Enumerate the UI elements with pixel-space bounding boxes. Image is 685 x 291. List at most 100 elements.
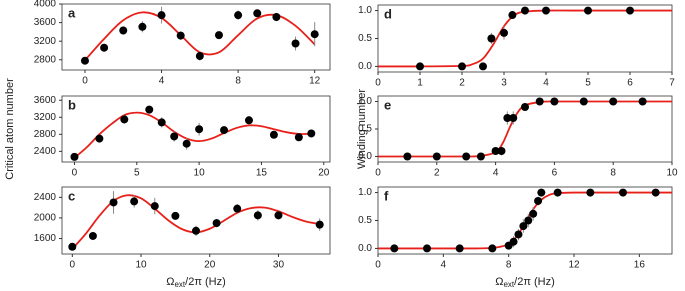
data-point [403,152,412,161]
data-point [157,11,166,20]
y-tick-label: 1.0 [358,187,372,198]
data-point [521,6,529,15]
panel-letter: c [68,188,75,203]
data-point [432,152,441,161]
y-tick-label: 3200 [34,36,57,47]
data-point [497,147,506,155]
data-point [100,43,109,52]
y-axis-label: Winding number [356,89,368,169]
x-label-sub: ext [174,280,185,289]
data-point [534,196,543,205]
data-point [488,244,497,253]
x-tick-label: 10 [194,168,206,179]
data-point [307,129,316,138]
x-label-part: Ω [166,276,174,288]
fit-curve [377,9,672,68]
data-point [157,118,166,127]
data-point [638,97,647,106]
y-tick-label: 2800 [34,54,57,65]
x-axis-label: Ωext/2π (Hz) [166,276,226,289]
data-point [291,39,300,48]
data-point [503,114,512,122]
y-tick-label: 2400 [34,146,57,157]
data-point [138,22,147,31]
data-point [315,220,324,229]
plot-frame [61,95,331,163]
x-label-part: /2π (Hz) [185,276,226,288]
x-tick-label: 4 [543,78,549,89]
x-label-part: /2π (Hz) [514,276,555,288]
data-point [529,209,538,218]
data-point [170,132,179,141]
data-point [476,152,485,161]
data-point [586,188,595,197]
panel-letter: f [384,188,389,203]
x-tick-label: 8 [506,260,512,271]
data-point [462,152,471,161]
x-tick-label: 16 [634,260,646,271]
y-axis-label: Critical atom number [4,78,16,180]
data-point [310,30,319,39]
data-point [550,97,559,106]
data-point [68,242,77,251]
x-tick-label: 0 [375,260,381,271]
x-tick-label: 2 [459,78,465,89]
data-point [491,147,500,155]
data-point [294,133,303,142]
x-tick-label: 8 [235,76,241,87]
data-point [70,152,79,161]
x-tick-label: 6 [627,78,633,89]
x-tick-label: 20 [204,260,216,271]
data-point [220,126,229,135]
x-tick-label: 5 [134,168,140,179]
data-point [579,97,588,106]
x-tick-label: 10 [135,260,147,271]
data-point [542,6,550,15]
data-point [176,31,185,40]
x-tick-label: 4 [159,76,165,87]
y-tick-label: 0.0 [358,151,372,162]
fit-curve [73,111,312,159]
x-tick-label: 20 [318,168,330,179]
data-point [535,97,544,106]
data-point [619,188,627,197]
panel-letter: d [384,6,392,21]
x-tick-label: 12 [309,76,321,87]
data-point [192,226,200,235]
data-point [458,62,466,71]
x-tick-label: 12 [568,260,580,271]
data-point [274,211,283,220]
fit-curve [71,194,320,250]
x-label-sub: ext [503,280,514,289]
x-tick-label: 3 [501,78,507,89]
data-point [390,244,399,253]
y-tick-label: 3600 [34,95,57,106]
x-axis-label: Ωext/2π (Hz) [495,276,555,289]
x-tick-label: 10 [666,168,678,179]
x-tick-label: 4 [441,260,447,271]
data-point [500,28,508,37]
data-point [651,188,660,197]
data-point [195,52,204,61]
data-point [80,56,89,65]
data-point [479,62,487,71]
x-tick-label: 0 [375,168,381,179]
y-tick-label: 2000 [34,213,57,224]
data-point [416,62,424,71]
data-point [455,244,464,253]
x-tick-label: 0 [82,76,88,87]
data-point [584,6,592,15]
data-point [519,222,528,231]
data-point [253,9,262,18]
x-label-part: Ω [495,276,503,288]
data-point [272,13,281,22]
data-point [88,231,97,240]
data-point [214,31,223,40]
data-point [171,211,180,220]
data-point [182,139,191,148]
x-tick-label: 1 [417,78,423,89]
data-point [234,11,243,20]
x-tick-label: 2 [434,168,440,179]
x-tick-label: 30 [273,260,285,271]
